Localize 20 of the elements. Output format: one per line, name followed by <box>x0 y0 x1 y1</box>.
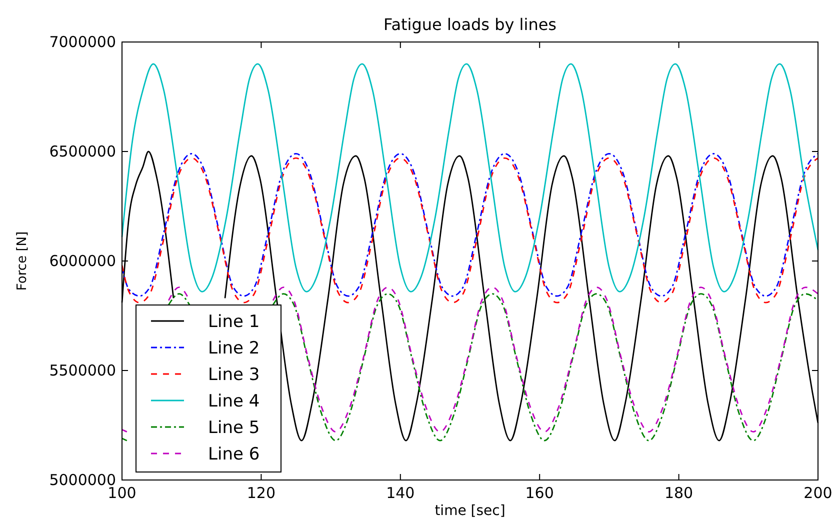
x-tick-label: 100 <box>108 484 136 502</box>
legend-label: Line 1 <box>208 312 260 332</box>
legend-label: Line 6 <box>208 444 260 464</box>
legend-label: Line 5 <box>208 418 260 438</box>
y-axis-title: Force [N] <box>15 231 30 291</box>
line-series <box>121 63 819 292</box>
x-tick-label: 200 <box>804 484 832 502</box>
legend-label: Line 2 <box>208 338 260 358</box>
x-tick-label: 160 <box>525 484 554 502</box>
y-tick-label: 5500000 <box>49 362 116 380</box>
y-tick-label: 6000000 <box>49 252 116 270</box>
x-tick-label: 120 <box>246 484 276 502</box>
x-tick-label: 180 <box>664 484 694 502</box>
y-tick-label: 6500000 <box>49 142 116 160</box>
x-axis-title: time [sec] <box>434 503 506 519</box>
legend-label: Line 4 <box>208 392 260 412</box>
chart-title: Fatigue loads by lines <box>383 15 557 34</box>
y-tick-label: 7000000 <box>49 33 116 51</box>
legend-label: Line 3 <box>208 365 260 385</box>
x-tick-label: 140 <box>386 484 415 502</box>
